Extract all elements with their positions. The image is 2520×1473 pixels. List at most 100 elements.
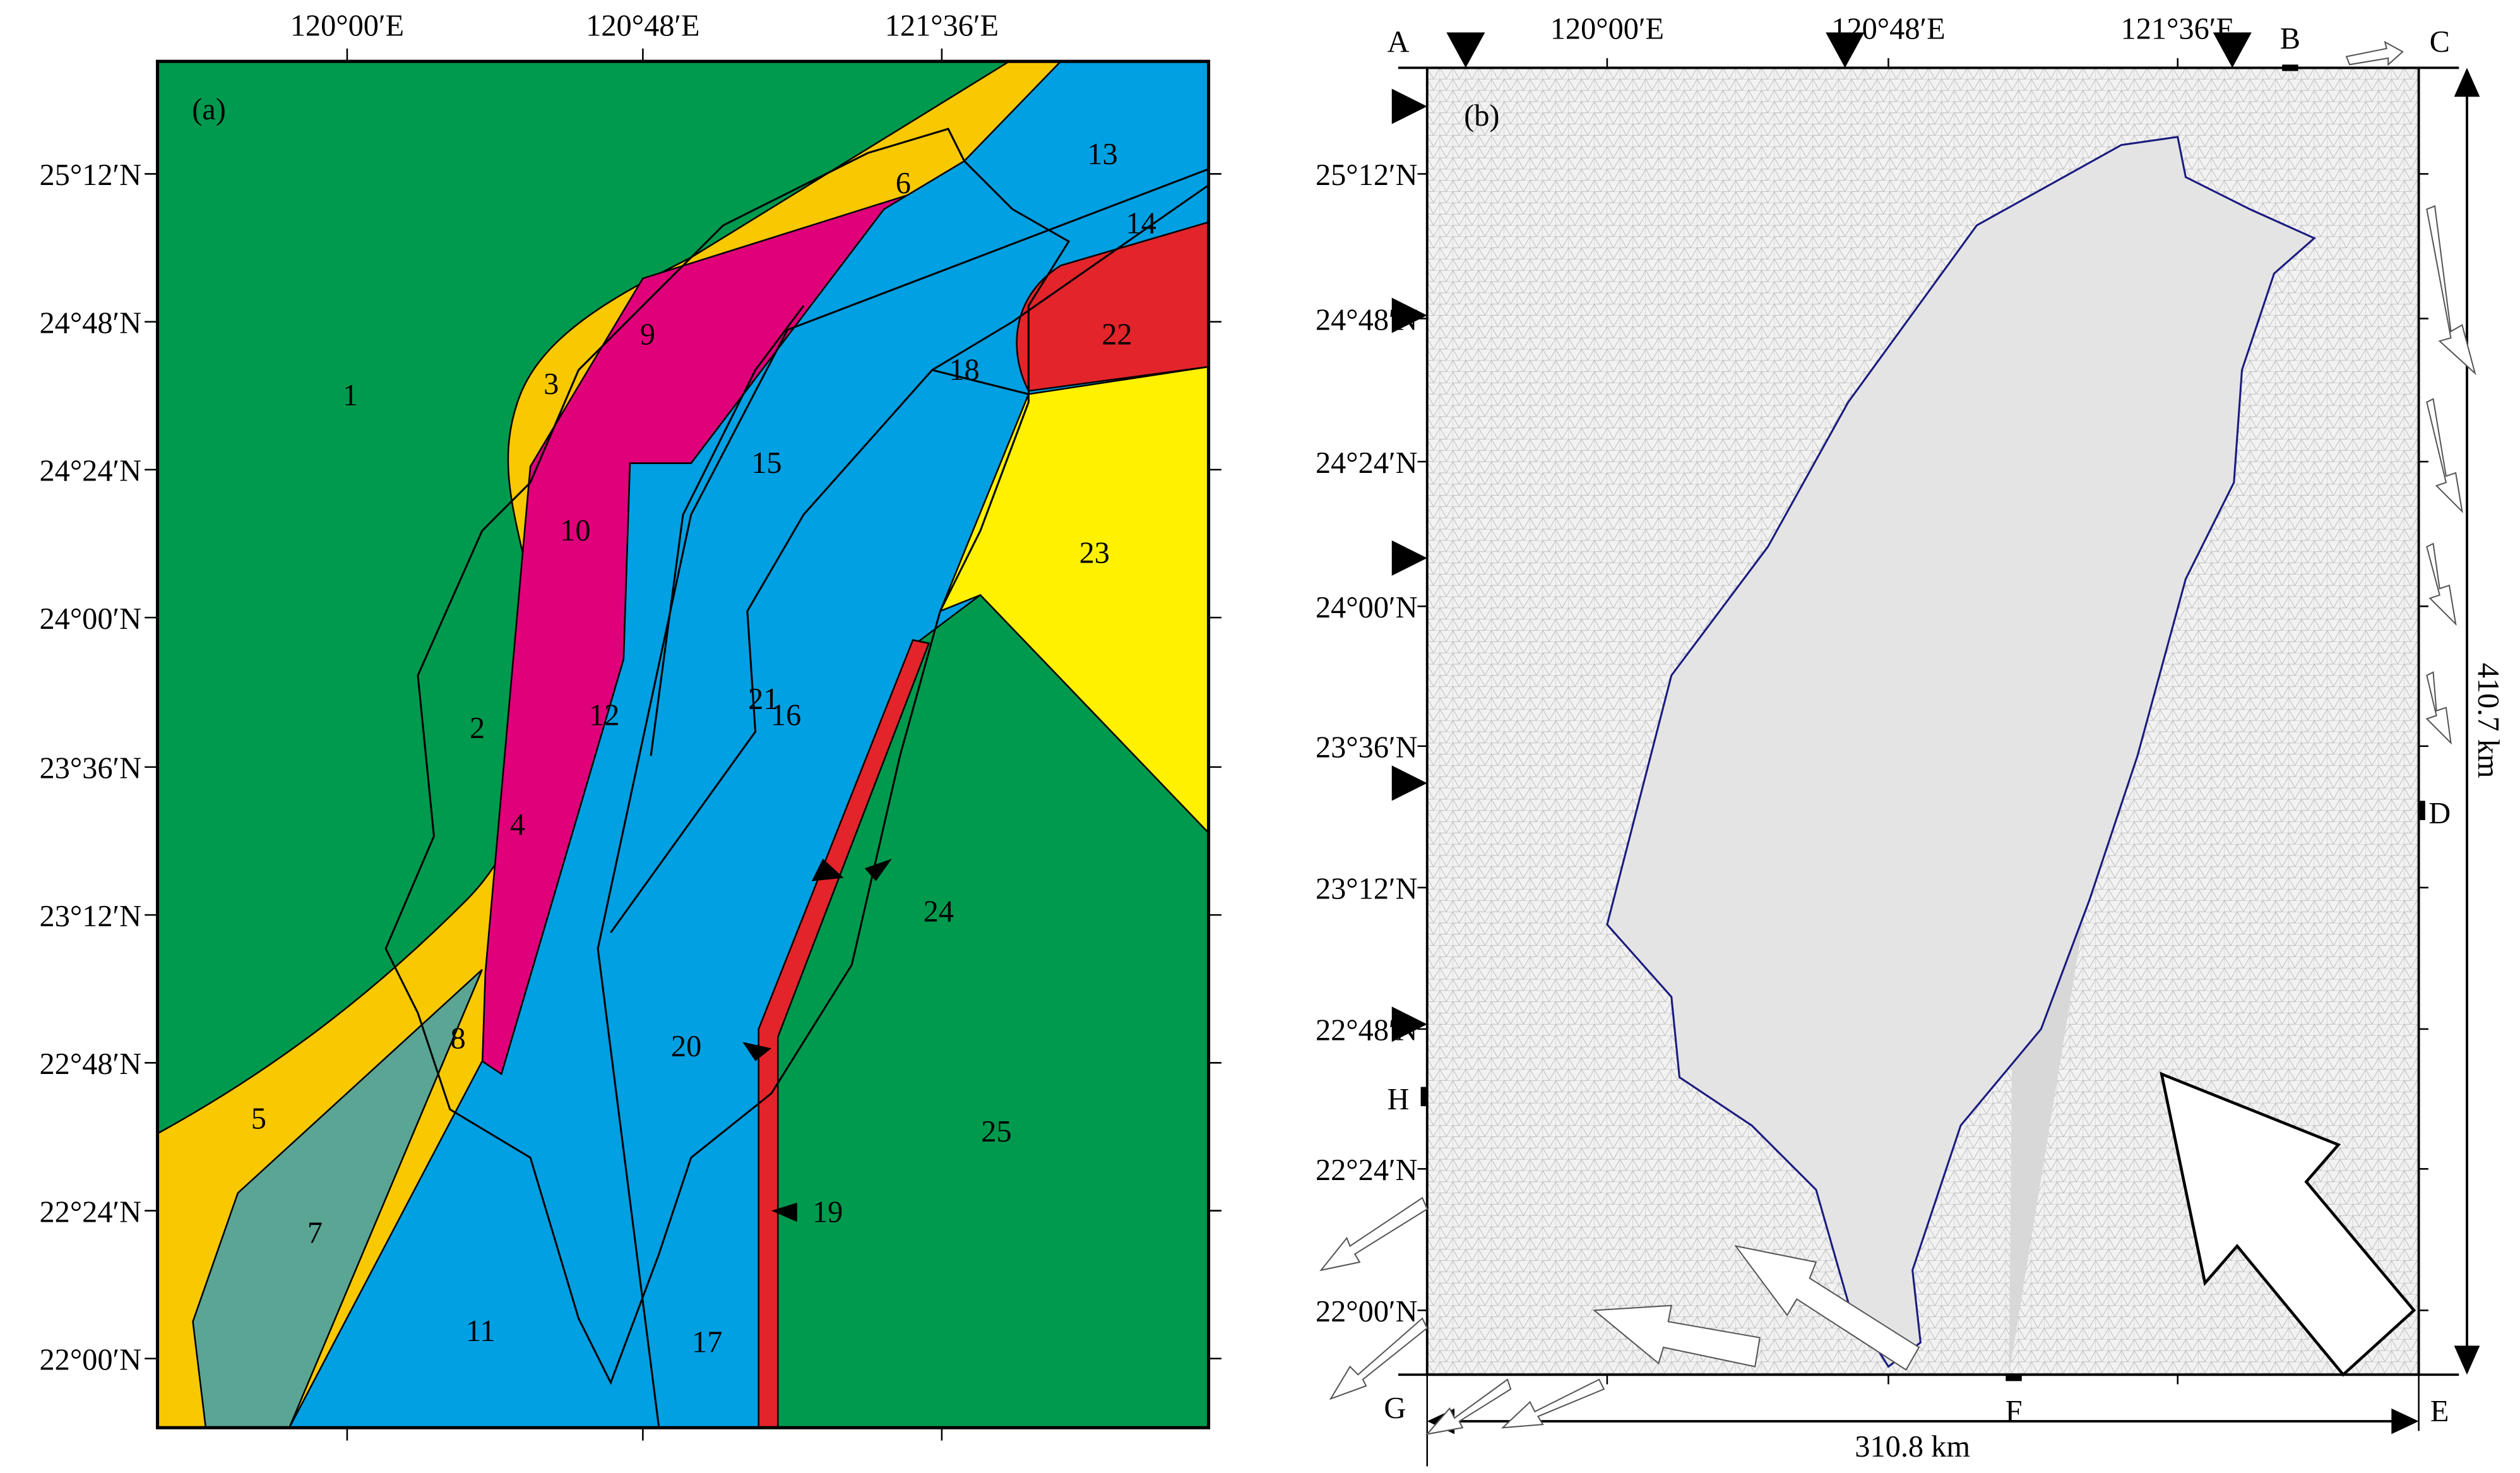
corner-label: B xyxy=(2280,22,2300,56)
region-label: 15 xyxy=(751,446,782,480)
triangle-marker xyxy=(1391,88,1427,1042)
x-tick-label: 121°36′E xyxy=(2121,13,2235,46)
coastline xyxy=(384,128,1071,1385)
velocity-arrow xyxy=(2426,205,2476,376)
region-label: 22 xyxy=(1102,318,1132,351)
region-label: 16 xyxy=(771,699,801,732)
corner-label: E xyxy=(2430,1395,2449,1428)
region-label: 19 xyxy=(812,1195,843,1229)
arrow xyxy=(771,1202,797,1222)
region-label: 7 xyxy=(307,1216,323,1249)
region-label: 8 xyxy=(450,1022,465,1055)
corner-label: A xyxy=(1387,25,1409,59)
y-tick-label: 22°24′N xyxy=(39,1195,141,1229)
y-tick-label: 22°00′N xyxy=(39,1344,141,1377)
arrow xyxy=(811,858,844,881)
y-tick-label: 24°48′N xyxy=(39,306,141,340)
y-tick-label: 23°12′N xyxy=(1316,873,1418,906)
arrows xyxy=(742,858,892,1222)
region-label: 9 xyxy=(640,318,655,351)
velocity-arrow xyxy=(2345,40,2404,66)
point-marker xyxy=(2418,801,2425,820)
velocity-arrow xyxy=(1734,1245,1920,1371)
panel-a xyxy=(155,59,1211,1429)
velocity-arrow xyxy=(2425,671,2452,745)
region-label: 4 xyxy=(510,808,525,842)
boundary xyxy=(650,305,805,756)
region-label: 2 xyxy=(470,712,485,745)
source-markers xyxy=(1391,32,2425,1381)
boundaries xyxy=(384,128,1209,1428)
region-label: 10 xyxy=(560,514,590,547)
corner-label: C xyxy=(2430,25,2450,59)
panel-label: (b) xyxy=(1464,99,1499,133)
region-label: 20 xyxy=(671,1030,701,1063)
x-tick-label: 121°36′E xyxy=(885,9,999,42)
point-marker xyxy=(2006,1375,2022,1381)
y-tick-label: 23°36′N xyxy=(39,752,141,785)
y-tick-label: 22°24′N xyxy=(1316,1154,1418,1187)
corner-label: H xyxy=(1387,1083,1409,1116)
mesh-dense xyxy=(2009,756,2154,1375)
region-label: 14 xyxy=(1126,207,1156,241)
boundary xyxy=(597,168,1209,949)
corner-label: G xyxy=(1384,1392,1406,1425)
velocity-arrow xyxy=(1329,1317,1429,1400)
y-tick-label: 25°12′N xyxy=(39,158,141,192)
y-tick-label: 24°00′N xyxy=(39,602,141,636)
region-label: 11 xyxy=(466,1315,496,1348)
y-tick-label: 25°12′N xyxy=(1316,158,1418,192)
region-label: 18 xyxy=(949,353,979,386)
region-label: 25 xyxy=(981,1115,1011,1148)
point-marker xyxy=(1420,1087,1427,1107)
coastline xyxy=(1606,136,2316,1368)
x-tick-label: 120°00′E xyxy=(290,9,404,42)
x-tick-label: 120°00′E xyxy=(1550,13,1664,46)
corner-label: F xyxy=(2006,1395,2023,1428)
y-tick-label: 23°12′N xyxy=(39,900,141,933)
panel-b xyxy=(1319,32,2480,1467)
corner-label: D xyxy=(2428,797,2451,830)
y-tick-label: 22°48′N xyxy=(1316,1014,1418,1047)
region-red xyxy=(1016,221,1209,392)
velocity-arrows xyxy=(1319,40,2476,1435)
panel-label: (a) xyxy=(192,93,226,126)
velocity-arrow xyxy=(1319,1196,1429,1272)
frame xyxy=(155,59,1211,1429)
y-tick-label: 24°00′N xyxy=(1316,591,1418,624)
region-label: 17 xyxy=(692,1326,722,1359)
x-tick-label: 120°48′E xyxy=(1831,13,1945,46)
x-tick-label: 120°48′E xyxy=(586,9,699,42)
region-label: 5 xyxy=(251,1102,266,1136)
region-label: 13 xyxy=(1087,138,1117,171)
velocity-arrow xyxy=(2426,542,2457,626)
velocity-arrow xyxy=(1425,1378,1512,1435)
y-tick-label: 23°36′N xyxy=(1316,731,1418,765)
boundary xyxy=(610,369,1029,933)
point-marker xyxy=(2282,64,2298,71)
boundary xyxy=(597,948,660,1428)
width-label: 310.8 km xyxy=(1855,1430,1970,1464)
region-label: 1 xyxy=(343,379,358,412)
region-label: 23 xyxy=(1079,537,1110,570)
region-label: 12 xyxy=(589,699,619,732)
arrow xyxy=(742,1042,772,1061)
y-tick-label: 24°24′N xyxy=(1316,446,1418,480)
velocity-arrow xyxy=(2426,398,2463,514)
region-label: 3 xyxy=(544,367,559,401)
arrow xyxy=(864,858,892,881)
motion-arrow xyxy=(2160,1071,2416,1377)
y-tick-label: 24°24′N xyxy=(39,455,141,488)
region-label: 24 xyxy=(924,895,954,928)
region-label: 6 xyxy=(896,167,911,200)
y-tick-label: 22°48′N xyxy=(39,1047,141,1081)
region-label: 21 xyxy=(748,683,778,716)
y-tick-label: 22°00′N xyxy=(1316,1295,1418,1328)
boundary xyxy=(931,184,1209,371)
triangle-marker xyxy=(1446,32,2252,68)
velocity-arrow xyxy=(1592,1304,1761,1368)
y-tick-label: 24°48′N xyxy=(1316,303,1418,337)
velocity-arrow xyxy=(1501,1378,1605,1429)
